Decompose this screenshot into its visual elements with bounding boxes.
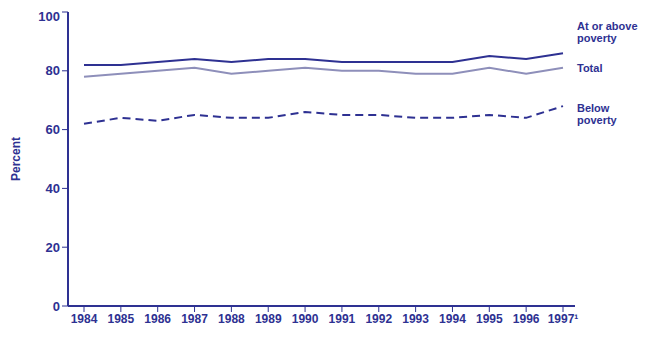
svg-text:1986: 1986 [144, 312, 171, 326]
svg-text:1985: 1985 [107, 312, 134, 326]
svg-text:1987: 1987 [181, 312, 208, 326]
svg-text:At or abovepoverty: At or abovepoverty [577, 20, 638, 44]
svg-text:1984: 1984 [71, 312, 98, 326]
svg-text:1993: 1993 [402, 312, 429, 326]
svg-text:100: 100 [38, 9, 60, 24]
svg-text:Belowpoverty: Belowpoverty [577, 102, 618, 126]
svg-text:1994: 1994 [439, 312, 466, 326]
svg-text:1997¹: 1997¹ [548, 312, 579, 326]
svg-text:Total: Total [577, 62, 602, 74]
svg-text:1996: 1996 [513, 312, 540, 326]
svg-text:1988: 1988 [218, 312, 245, 326]
svg-text:0: 0 [53, 299, 60, 314]
svg-text:1990: 1990 [292, 312, 319, 326]
svg-text:1991: 1991 [329, 312, 356, 326]
svg-text:1989: 1989 [255, 312, 282, 326]
svg-text:1992: 1992 [365, 312, 392, 326]
svg-text:80: 80 [46, 63, 60, 78]
svg-text:20: 20 [46, 240, 60, 255]
svg-text:40: 40 [46, 181, 60, 196]
svg-text:1995: 1995 [476, 312, 503, 326]
svg-text:Percent: Percent [9, 137, 23, 181]
svg-text:60: 60 [46, 122, 60, 137]
